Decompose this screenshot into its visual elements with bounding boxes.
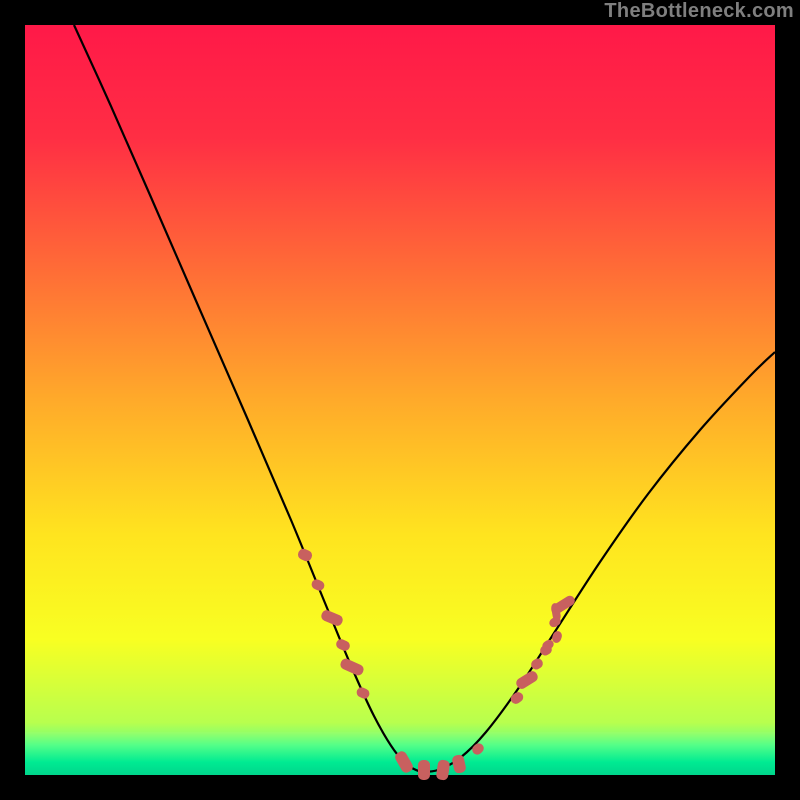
attribution-label: TheBottleneck.com (604, 0, 794, 23)
bottleneck-curve-plot (0, 0, 800, 800)
curve-marker (418, 760, 430, 780)
gradient-background (25, 25, 775, 775)
